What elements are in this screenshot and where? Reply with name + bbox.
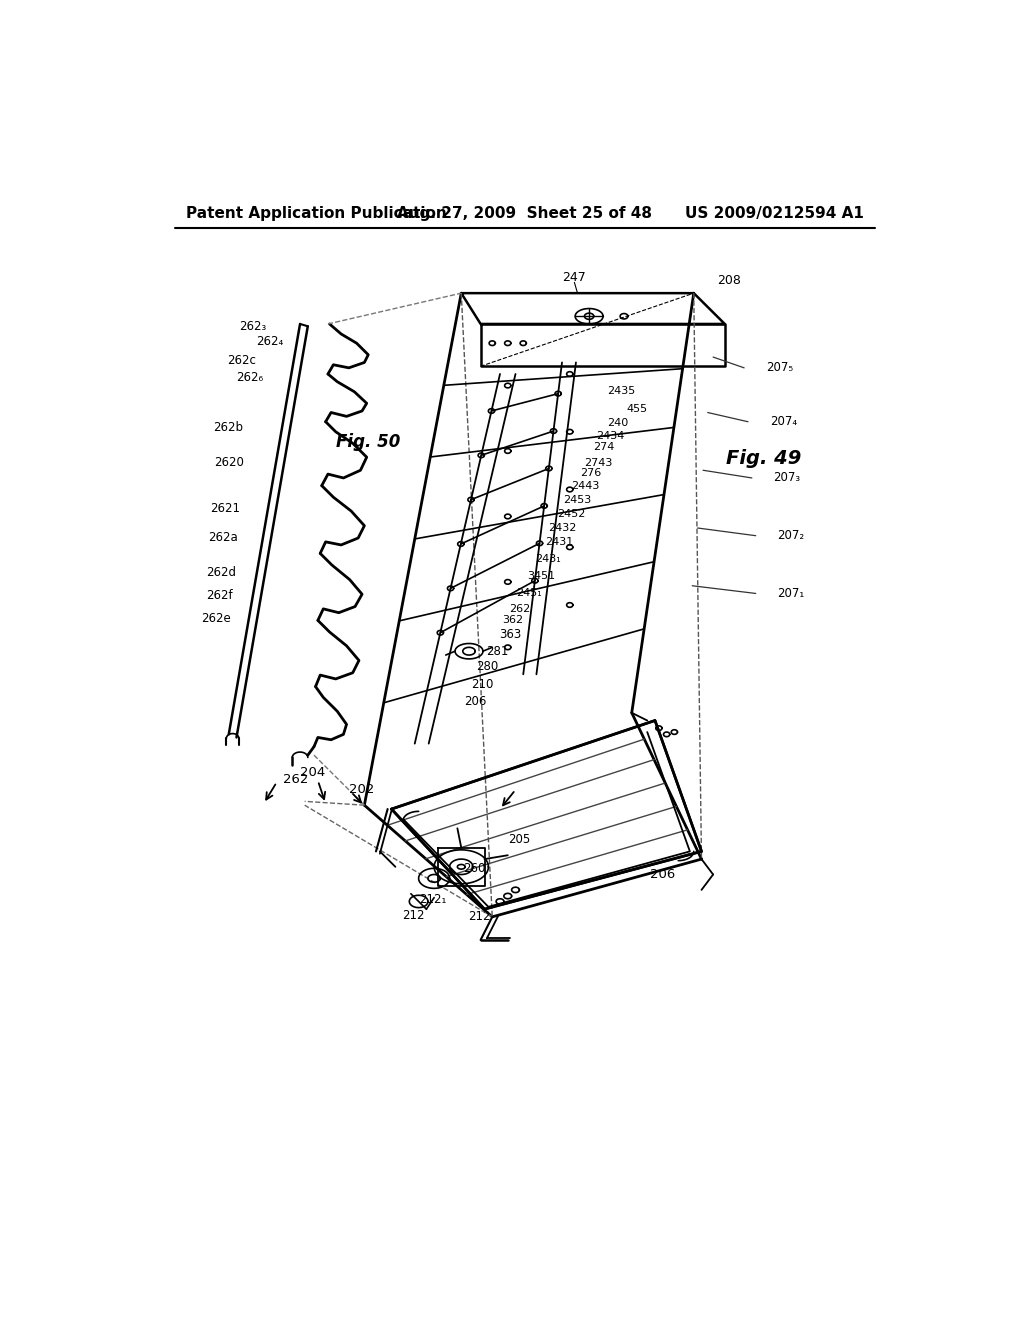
Text: 204: 204 [300,766,325,779]
Text: 2620: 2620 [214,455,245,469]
Text: 2435: 2435 [607,385,636,396]
Text: 363: 363 [499,628,521,640]
Text: 212: 212 [469,911,492,924]
Text: 362: 362 [502,615,523,626]
Text: 262c: 262c [227,354,256,367]
Text: 3451: 3451 [527,570,555,581]
Text: 262e: 262e [202,611,231,624]
Text: 207₅: 207₅ [766,362,793,375]
Text: 206: 206 [464,694,486,708]
Text: 240: 240 [607,417,629,428]
Text: 207₂: 207₂ [777,529,805,543]
Text: 212: 212 [402,908,425,921]
Text: 262d: 262d [207,566,237,579]
Text: 276: 276 [580,467,601,478]
Text: Aug. 27, 2009  Sheet 25 of 48: Aug. 27, 2009 Sheet 25 of 48 [397,206,652,222]
Text: 212₁: 212₁ [419,894,446,907]
Text: 2431: 2431 [545,537,573,546]
Text: 2453: 2453 [563,495,592,504]
Text: 247: 247 [562,271,587,284]
Text: 262₆: 262₆ [237,371,263,384]
Text: Fig. 49: Fig. 49 [726,449,801,469]
Text: 262f: 262f [206,589,232,602]
Text: 262: 262 [509,603,530,614]
Text: 280: 280 [476,660,499,673]
Text: 2621: 2621 [210,502,241,515]
Text: 262₃: 262₃ [239,319,266,333]
Text: 262: 262 [283,774,308,787]
Text: 243₁: 243₁ [536,554,561,564]
Text: 2743: 2743 [585,458,612,467]
Text: 274: 274 [593,442,614,453]
Text: 2432: 2432 [548,523,577,533]
Text: 2443: 2443 [571,480,599,491]
Text: 262a: 262a [208,531,238,544]
Text: US 2009/0212594 A1: US 2009/0212594 A1 [685,206,864,222]
Text: Fig. 50: Fig. 50 [336,433,400,450]
Text: 260: 260 [463,862,485,875]
Text: 262b: 262b [213,421,243,434]
Text: 2452: 2452 [557,510,586,519]
Text: 207₃: 207₃ [773,471,801,484]
Text: 202: 202 [349,783,374,796]
Text: 281: 281 [486,644,509,657]
Text: 208: 208 [717,273,740,286]
Text: 206: 206 [650,869,676,880]
Text: 205: 205 [508,833,530,846]
Text: 207₁: 207₁ [777,587,805,601]
Text: Patent Application Publication: Patent Application Publication [186,206,446,222]
Text: 210: 210 [471,677,494,690]
Text: 245₁: 245₁ [516,589,542,598]
Text: 2434: 2434 [596,432,625,441]
Text: 455: 455 [627,404,648,413]
Text: 262₄: 262₄ [256,335,283,348]
Text: 207₄: 207₄ [770,416,797,428]
